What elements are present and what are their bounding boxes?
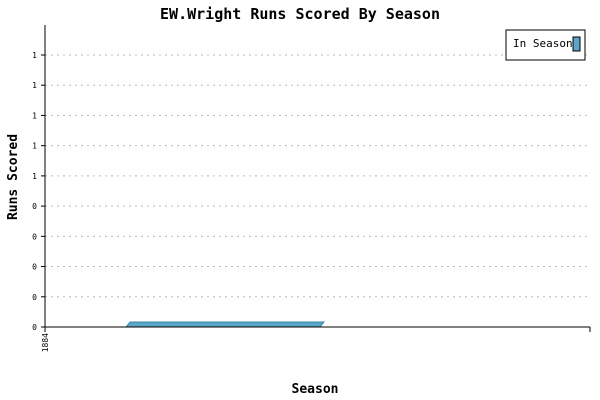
- y-tick-label: 1: [32, 81, 37, 90]
- legend-box: [505, 29, 586, 61]
- y-tick-label: 0: [32, 263, 37, 272]
- series-area: [124, 321, 326, 328]
- y-tick-label: 0: [32, 323, 37, 332]
- y-axis-ticks: 0 0 0 0 0 1 1 1 1 1: [32, 51, 45, 332]
- series-area-band: [124, 321, 326, 328]
- y-tick-label: 1: [32, 142, 37, 151]
- y-axis-title: Runs Scored: [6, 134, 21, 220]
- y-tick-label: 1: [32, 111, 37, 120]
- x-tick-label: 1884: [41, 333, 50, 352]
- y-tick-label: 0: [32, 202, 37, 211]
- y-tick-label: 0: [32, 232, 37, 241]
- grid: [45, 54, 590, 298]
- x-axis-ticks: 1884: [41, 327, 591, 352]
- legend-swatch: [572, 36, 581, 52]
- y-tick-label: 0: [32, 293, 37, 302]
- legend: In Season: [505, 29, 586, 61]
- chart-title: EW.Wright Runs Scored By Season: [160, 5, 440, 23]
- y-tick-label: 1: [32, 51, 37, 60]
- x-axis-title: Season: [292, 382, 339, 397]
- legend-label: In Season: [513, 37, 573, 50]
- y-tick-label: 1: [32, 172, 37, 181]
